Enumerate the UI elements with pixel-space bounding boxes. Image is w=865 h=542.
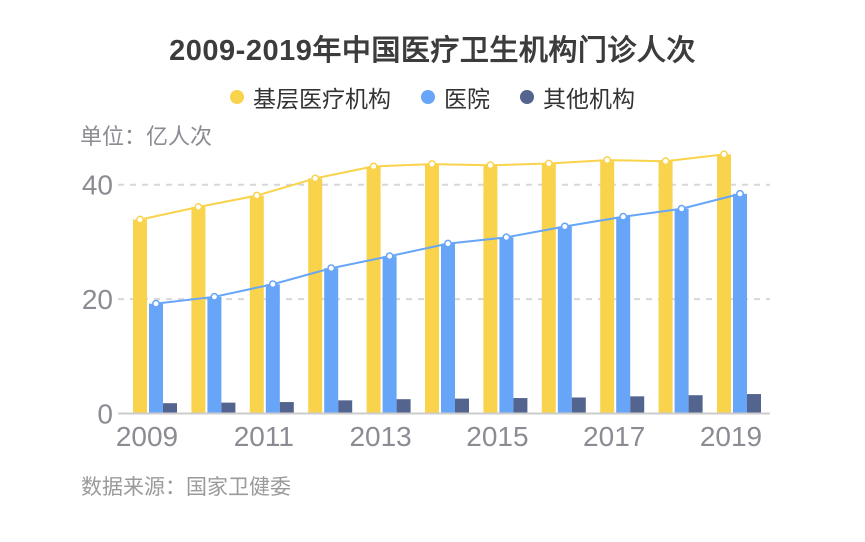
bar-其他机构-2015	[513, 398, 528, 414]
bar-基层医疗机构-2017	[600, 160, 615, 414]
bar-其他机构-2012	[338, 400, 353, 414]
legend-label-primary-care: 基层医疗机构	[253, 86, 391, 112]
bar-医院-2018	[674, 208, 689, 414]
marker-医院-2017	[619, 212, 628, 221]
bar-基层医疗机构-2009	[133, 219, 147, 414]
legend-label-hospital: 医院	[444, 86, 490, 112]
legend-dot-other-icon	[520, 90, 534, 104]
bar-其他机构-2016	[571, 397, 586, 414]
marker-医院-2013	[385, 252, 394, 261]
x-axis-tick-label: 2011	[234, 421, 294, 452]
bar-其他机构-2018	[688, 395, 703, 414]
chart-legend: 基层医疗机构 医院 其他机构	[0, 80, 865, 114]
legend-dot-primary-care-icon	[230, 90, 244, 104]
marker-医院-2011	[268, 280, 277, 289]
marker-医院-2012	[327, 264, 336, 273]
marker-基层医疗机构-2014	[428, 160, 436, 169]
x-axis-tick-label: 2017	[583, 421, 645, 452]
legend-item-hospital[interactable]: 医院	[421, 80, 490, 114]
bar-基层医疗机构-2010	[191, 207, 206, 414]
y-axis-unit-label: 单位：亿人次	[80, 124, 213, 149]
legend-item-primary-care[interactable]: 基层医疗机构	[230, 80, 391, 114]
bar-基层医疗机构-2011	[249, 195, 264, 414]
bar-医院-2013	[382, 256, 397, 414]
bar-医院-2011	[265, 284, 280, 414]
bar-基层医疗机构-2016	[541, 163, 556, 414]
bar-医院-2015	[499, 237, 514, 414]
marker-基层医疗机构-2016	[544, 159, 553, 168]
bar-医院-2019	[733, 193, 747, 414]
marker-基层医疗机构-2013	[369, 162, 378, 171]
bar-其他机构-2017	[630, 396, 645, 414]
marker-基层医疗机构-2009	[136, 215, 144, 224]
bar-其他机构-2013	[396, 399, 411, 414]
bar-其他机构-2010	[221, 402, 236, 414]
marker-医院-2018	[677, 204, 686, 213]
bar-其他机构-2009	[163, 403, 177, 414]
marker-医院-2015	[502, 233, 511, 242]
y-axis-tick-label: 0	[97, 399, 113, 430]
bar-基层医疗机构-2013	[366, 166, 381, 414]
marker-基层医疗机构-2010	[194, 203, 203, 211]
bar-其他机构-2011	[279, 402, 294, 414]
bar-其他机构-2014	[455, 398, 469, 414]
bar-基层医疗机构-2018	[658, 161, 673, 414]
legend-dot-hospital-icon	[421, 90, 435, 104]
marker-基层医疗机构-2018	[661, 157, 670, 166]
marker-基层医疗机构-2011	[252, 191, 261, 200]
y-axis-tick-label: 20	[82, 284, 113, 315]
bar-医院-2010	[207, 296, 222, 414]
bar-医院-2017	[616, 216, 631, 414]
marker-基层医疗机构-2012	[311, 174, 320, 183]
bar-医院-2016	[557, 226, 572, 414]
bar-基层医疗机构-2015	[483, 165, 498, 414]
marker-基层医疗机构-2015	[486, 161, 495, 170]
y-axis-tick-label: 40	[82, 170, 113, 201]
marker-医院-2016	[560, 222, 569, 231]
legend-label-other: 其他机构	[543, 86, 635, 112]
bar-医院-2009	[149, 303, 163, 414]
marker-医院-2019	[736, 189, 744, 198]
bar-医院-2014	[441, 243, 455, 414]
x-axis-tick-label: 2019	[700, 421, 762, 452]
marker-医院-2009	[152, 299, 160, 308]
x-axis-tick-label: 2013	[349, 421, 411, 452]
marker-基层医疗机构-2019	[720, 150, 728, 159]
bar-其他机构-2019	[747, 394, 761, 414]
bar-医院-2012	[324, 268, 339, 414]
bar-基层医疗机构-2012	[308, 178, 323, 414]
marker-医院-2010	[210, 292, 219, 301]
legend-item-other[interactable]: 其他机构	[520, 80, 635, 114]
marker-基层医疗机构-2017	[603, 156, 612, 165]
marker-医院-2014	[444, 239, 452, 248]
data-source-label: 数据来源：国家卫健委	[81, 476, 291, 499]
x-axis-tick-label: 2009	[116, 421, 178, 452]
bar-基层医疗机构-2019	[717, 154, 731, 414]
chart-title: 2009-2019年中国医疗卫生机构门诊人次	[169, 35, 696, 67]
x-axis-tick-label: 2015	[466, 421, 528, 452]
bar-基层医疗机构-2014	[425, 164, 439, 414]
